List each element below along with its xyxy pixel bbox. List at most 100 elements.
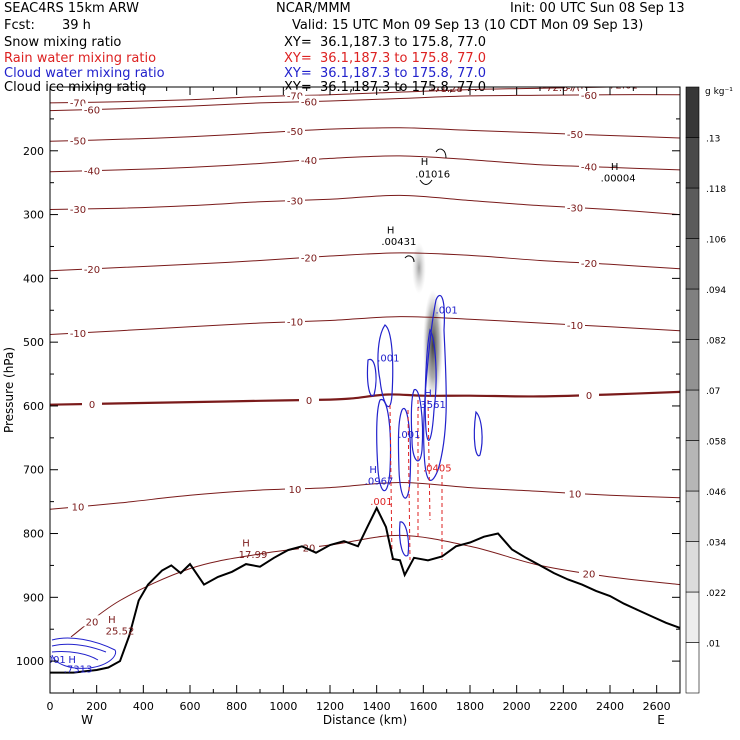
isotherm-label: 0 <box>586 391 592 402</box>
contour-annotation: .001 <box>377 353 399 364</box>
colorbar-label: .046 <box>706 488 726 498</box>
plot-frame <box>49 86 681 694</box>
colorbar-label: .118 <box>706 185 726 195</box>
isotherm-label-bg <box>565 487 585 499</box>
contour-annotation: 17.99 <box>239 550 268 561</box>
x-axis-title: Distance (km) <box>323 713 407 727</box>
isotherm-label: -50 <box>567 130 583 141</box>
contour-annotation: 25.52 <box>106 626 135 637</box>
cloud-water-contour <box>473 410 483 457</box>
colorbar-label: .034 <box>706 539 726 549</box>
isotherm-label: -70 <box>70 98 86 109</box>
isotherm-label: -10 <box>287 318 303 329</box>
isotherm-label-bg <box>285 125 305 137</box>
isotherm-label: -30 <box>287 197 303 208</box>
isotherm-label-bg <box>68 134 88 146</box>
colorbar-label: .082 <box>706 337 726 347</box>
isotherm-label: -50 <box>70 136 86 147</box>
isotherm-label-bg <box>82 103 102 115</box>
isotherm-label-bg <box>68 500 88 512</box>
isotherm-label-bg <box>68 326 88 338</box>
temperature-contours: -70-70-70-60-60-60-50-50 -50-40-40-40-30-… <box>50 87 680 638</box>
isotherm-label-bg <box>579 389 599 401</box>
x-tick-label: 800 <box>226 700 247 713</box>
colorbar-swatch <box>685 490 700 542</box>
x-tick-label: 0 <box>47 700 54 713</box>
isotherm-label-bg <box>285 89 305 101</box>
init-time: Init: 00 UTC Sun 08 Sep 13 <box>510 1 685 16</box>
contour-annotation: H <box>108 615 116 626</box>
isotherm-label-bg <box>299 153 319 165</box>
colorbar-label: .07 <box>706 387 720 397</box>
y-tick-label: 400 <box>23 272 44 285</box>
isotherm-label-bg <box>299 95 319 107</box>
isotherm-label: -40 <box>84 167 100 178</box>
contour-annotation: .3561 <box>417 400 446 411</box>
contour-annotation: .0405 <box>423 464 452 475</box>
isotherm-label: -30 <box>567 204 583 215</box>
fcst-value: 39 h <box>62 18 91 33</box>
y-tick-label: 200 <box>23 145 44 158</box>
isotherm-label-bg <box>285 315 305 327</box>
cloud-water-contour <box>366 358 377 397</box>
isotherm-label-bg <box>565 201 585 213</box>
isotherm-label: -60 <box>84 105 100 116</box>
x-tick-label: 1600 <box>409 700 437 713</box>
y-tick-label: 800 <box>23 528 44 541</box>
isotherm-label-bg <box>299 541 319 553</box>
y-tick-label: 700 <box>23 464 44 477</box>
y-tick-label: 1000 <box>16 655 44 668</box>
isotherm-label: 10 <box>569 489 582 500</box>
contour-annotation: H <box>424 388 432 399</box>
x-tick-label: 2400 <box>596 700 624 713</box>
x-tick-label: 600 <box>180 700 201 713</box>
field-name-rain: Rain water mixing ratio <box>4 51 157 66</box>
y-tick-label: 600 <box>23 400 44 413</box>
fcst-label: Fcst: <box>4 18 35 33</box>
colorbar-swatch <box>685 440 700 492</box>
isotherm-label: 0 <box>89 400 95 411</box>
colorbar-swatch <box>685 137 700 189</box>
cloud-ice-shading <box>412 242 443 400</box>
colorbar-label: .058 <box>706 438 726 448</box>
contour-annotation: .001 <box>44 655 66 666</box>
field-name-snow: Snow mixing ratio <box>4 35 122 50</box>
cloud-water-contour <box>376 399 392 492</box>
isotherm-minus40 <box>50 155 680 173</box>
isotherm-label: 0 <box>306 396 312 407</box>
isotherm-label-bg <box>68 96 88 108</box>
isotherm-minus10 <box>50 316 680 335</box>
contour-annotation: -72.61 <box>606 80 638 91</box>
plot-layer: -70-70-70-60-60-60-50-50 -50-40-40-40-30-… <box>44 80 680 676</box>
isotherm-label-bg <box>565 128 585 140</box>
field-xy-snow: XY= 36.1,187.3 to 175.8, 77.0 <box>284 35 487 50</box>
x-tick-label: 1800 <box>456 700 484 713</box>
contour-annotation: H <box>369 465 377 476</box>
contour-annotation: .00004 <box>601 173 636 184</box>
x-tick-label: 1400 <box>363 700 391 713</box>
ice-shade-upper <box>412 242 426 294</box>
contour-annotation: .7313 <box>64 665 93 676</box>
colorbar-swatch <box>685 339 700 391</box>
isotherm-minus20 <box>50 252 680 272</box>
y-tick-label: 300 <box>23 209 44 222</box>
isotherm-minus60 <box>50 94 680 112</box>
x-tick-label: 1000 <box>269 700 297 713</box>
x-tick-label: 400 <box>133 700 154 713</box>
colorbar-label: .094 <box>706 286 726 296</box>
contour-annotation: .0967 <box>365 476 394 487</box>
rain-contour <box>389 404 393 561</box>
axis-ticks <box>49 86 681 694</box>
valid-time: Valid: 15 UTC Mon 09 Sep 13 (10 CDT Mon … <box>292 18 644 33</box>
isotherm-label-bg <box>579 88 599 100</box>
isotherm-minus30 <box>50 194 680 216</box>
cloud-water-contour <box>377 324 394 408</box>
colorbar-label: .106 <box>706 236 726 246</box>
x-tick-label: 2600 <box>643 700 671 713</box>
isotherm-minus50 <box>50 127 680 142</box>
isotherm-label: 10 <box>289 485 302 496</box>
colorbar-swatch <box>685 389 700 441</box>
cloud-water-contour <box>424 328 437 441</box>
colorbar: .01 .022 .034 .046 .058 .07 .082 .094 .106 .118 .1… <box>685 86 726 694</box>
x-tick-label: 1200 <box>316 700 344 713</box>
